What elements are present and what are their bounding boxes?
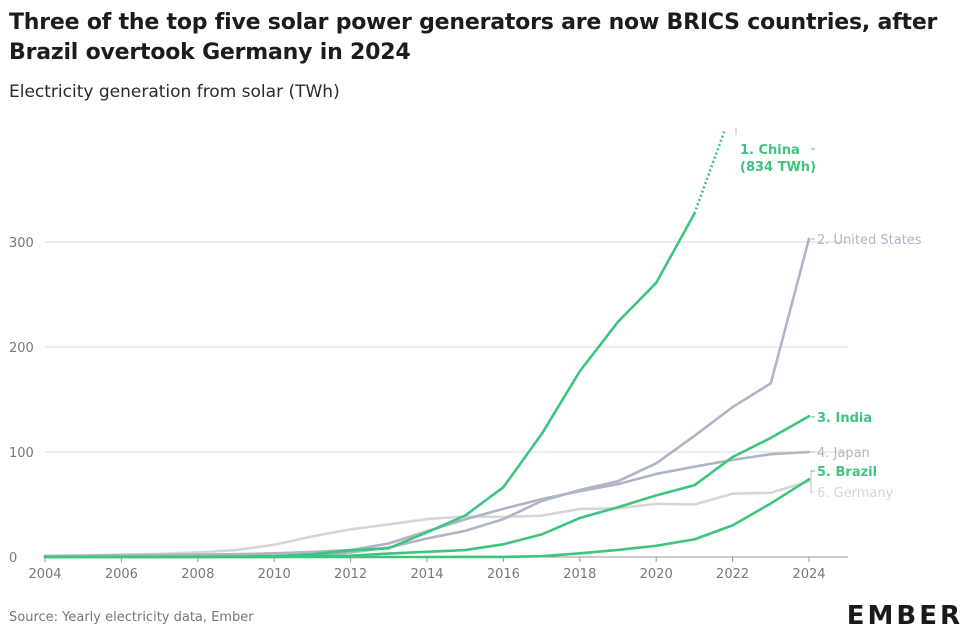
label-united-states: 2. United States: [817, 233, 922, 248]
x-tick-label: 2010: [258, 567, 291, 582]
x-tick-label: 2004: [28, 567, 61, 582]
source-note: Source: Yearly electricity data, Ember: [9, 610, 254, 625]
chart-title: Three of the top five solar power genera…: [9, 10, 938, 65]
series-labels: 6. Germany 4. Japan 2. United States 1. Chi…: [735, 128, 922, 501]
y-tick-label: 200: [9, 341, 34, 356]
series-united-states: [43, 237, 811, 558]
series-brazil: [43, 477, 811, 559]
ember-logo: EMBER: [846, 601, 963, 631]
x-tick-label: 2014: [410, 567, 443, 582]
x-tick-label: 2018: [563, 567, 596, 582]
label-china: 1. China: [740, 143, 800, 158]
x-tick-label: 2016: [487, 567, 520, 582]
series-lines: [43, 130, 811, 559]
series-china: [43, 130, 727, 559]
y-tick-label: 300: [9, 236, 34, 251]
label-germany: 6. Germany: [817, 486, 894, 501]
label-india: 3. India: [817, 411, 872, 426]
gridlines: [45, 241, 848, 453]
x-tick-label: 2008: [181, 567, 214, 582]
line-germany: [43, 480, 811, 558]
label-brazil: 5. Brazil: [817, 465, 877, 480]
line-china-projected: [693, 130, 727, 215]
label-japan: 4. Japan: [817, 446, 870, 461]
x-tick-label: 2012: [334, 567, 367, 582]
label-china-value: (834 TWh): [740, 160, 816, 175]
chart-subtitle: Electricity generation from solar (TWh): [9, 82, 340, 102]
x-tick-label: 2024: [792, 567, 825, 582]
series-germany: [43, 480, 811, 558]
y-tick-label: 0: [9, 551, 17, 566]
line-united-states: [43, 237, 811, 558]
line-china: [43, 212, 696, 559]
y-tick-label: 100: [9, 446, 34, 461]
x-tick-label: 2006: [105, 567, 138, 582]
x-tick-label: 2020: [640, 567, 673, 582]
x-tick-label: 2022: [716, 567, 749, 582]
line-brazil: [43, 477, 811, 559]
